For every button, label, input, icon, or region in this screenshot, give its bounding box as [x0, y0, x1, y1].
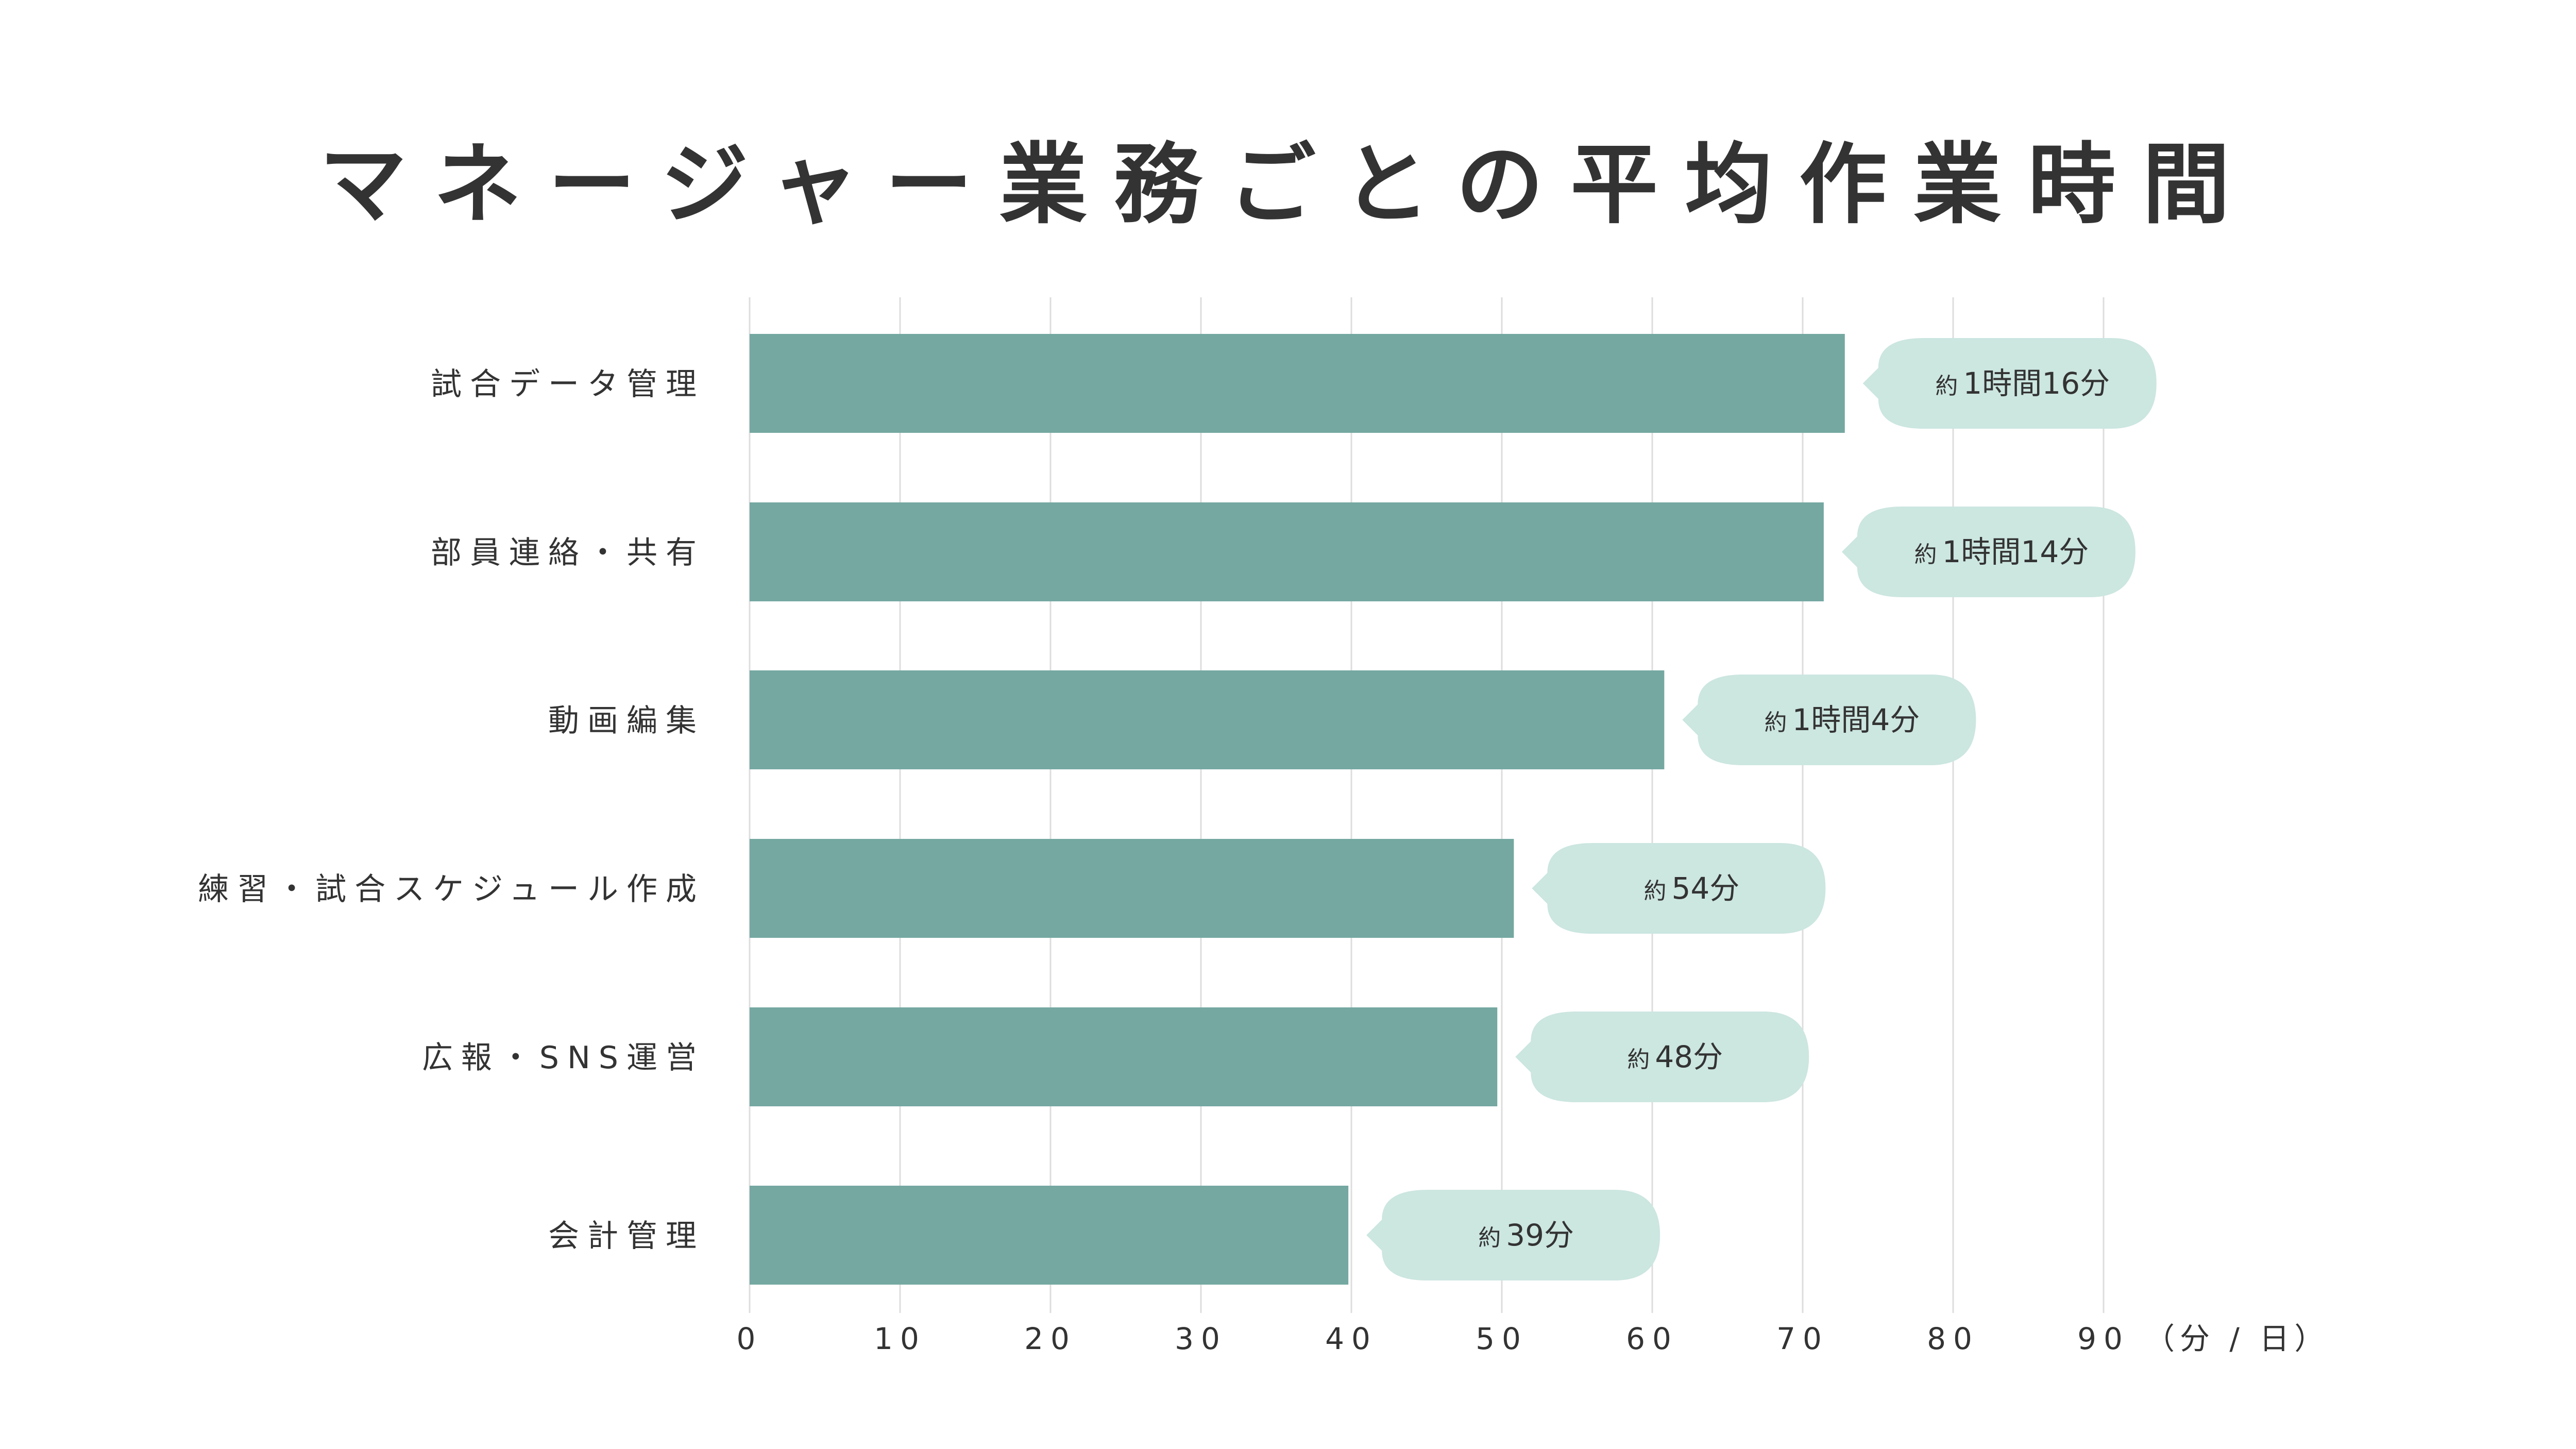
- bar: [750, 1007, 1498, 1106]
- x-tick-label: 60: [1626, 1321, 1679, 1356]
- x-tick-label: 80: [1927, 1321, 1979, 1356]
- category-label: 練習・試合スケジュール作成: [198, 871, 705, 907]
- data-label-bubble: 約 39分: [1366, 1190, 1660, 1280]
- x-tick-label: 70: [1776, 1321, 1829, 1356]
- data-label: 約 48分: [1627, 1039, 1723, 1074]
- x-tick-label: 50: [1476, 1321, 1528, 1356]
- category-label: 会計管理: [548, 1218, 705, 1254]
- x-tick-label: 20: [1024, 1321, 1077, 1356]
- data-label-bubble: 約 54分: [1532, 843, 1826, 934]
- data-label-value: 1時間4分: [1792, 702, 1920, 737]
- data-label-value: 1時間14分: [1942, 534, 2089, 569]
- category-label: 広報・SNS運営: [422, 1040, 705, 1076]
- bar: [750, 334, 1845, 433]
- data-label: 約 39分: [1478, 1218, 1574, 1253]
- bubble-shape: [1862, 338, 2157, 429]
- data-label-bubble: 約 1時間4分: [1682, 675, 1976, 765]
- data-label-prefix: 約: [1935, 373, 1958, 399]
- bubble-shape: [1841, 507, 2136, 597]
- data-label-prefix: 約: [1914, 542, 1937, 568]
- data-label-value: 54分: [1671, 871, 1739, 906]
- x-axis-label: （分 / 日）: [2145, 1321, 2329, 1356]
- bar: [750, 1186, 1349, 1285]
- x-tick-label: 40: [1325, 1321, 1378, 1356]
- x-tick-label: 10: [874, 1321, 926, 1356]
- data-label: 約 1時間14分: [1914, 534, 2089, 569]
- x-tick-label: 90: [2077, 1321, 2130, 1356]
- data-label: 約 1時間16分: [1935, 366, 2110, 401]
- bar: [750, 839, 1514, 938]
- data-label-bubble: 約 48分: [1515, 1012, 1809, 1102]
- category-label: 動画編集: [548, 703, 705, 739]
- bubble-shape: [1682, 675, 1976, 765]
- data-label-bubble: 約 1時間14分: [1841, 507, 2136, 597]
- data-label: 約 1時間4分: [1764, 702, 1920, 737]
- data-label-value: 1時間16分: [1963, 366, 2110, 401]
- data-label-value: 48分: [1655, 1039, 1723, 1074]
- bubble-shape: [1532, 843, 1826, 934]
- x-tick-label: 30: [1175, 1321, 1227, 1356]
- x-tick-label: 0: [737, 1321, 763, 1356]
- data-label-prefix: 約: [1764, 710, 1787, 736]
- bubble-shape: [1366, 1190, 1660, 1280]
- chart-title: マネージャー業務ごとの平均作業時間: [319, 134, 2257, 236]
- data-label-prefix: 約: [1643, 878, 1666, 904]
- bar: [750, 670, 1665, 769]
- data-label-prefix: 約: [1627, 1047, 1650, 1073]
- data-label-bubble: 約 1時間16分: [1862, 338, 2157, 429]
- bar: [750, 502, 1824, 601]
- category-label: 試合データ管理: [431, 366, 705, 402]
- data-label-prefix: 約: [1478, 1225, 1501, 1251]
- data-label-value: 39分: [1506, 1218, 1574, 1253]
- category-label: 部員連絡・共有: [431, 535, 705, 571]
- data-label: 約 54分: [1643, 871, 1739, 906]
- bubble-shape: [1515, 1012, 1809, 1102]
